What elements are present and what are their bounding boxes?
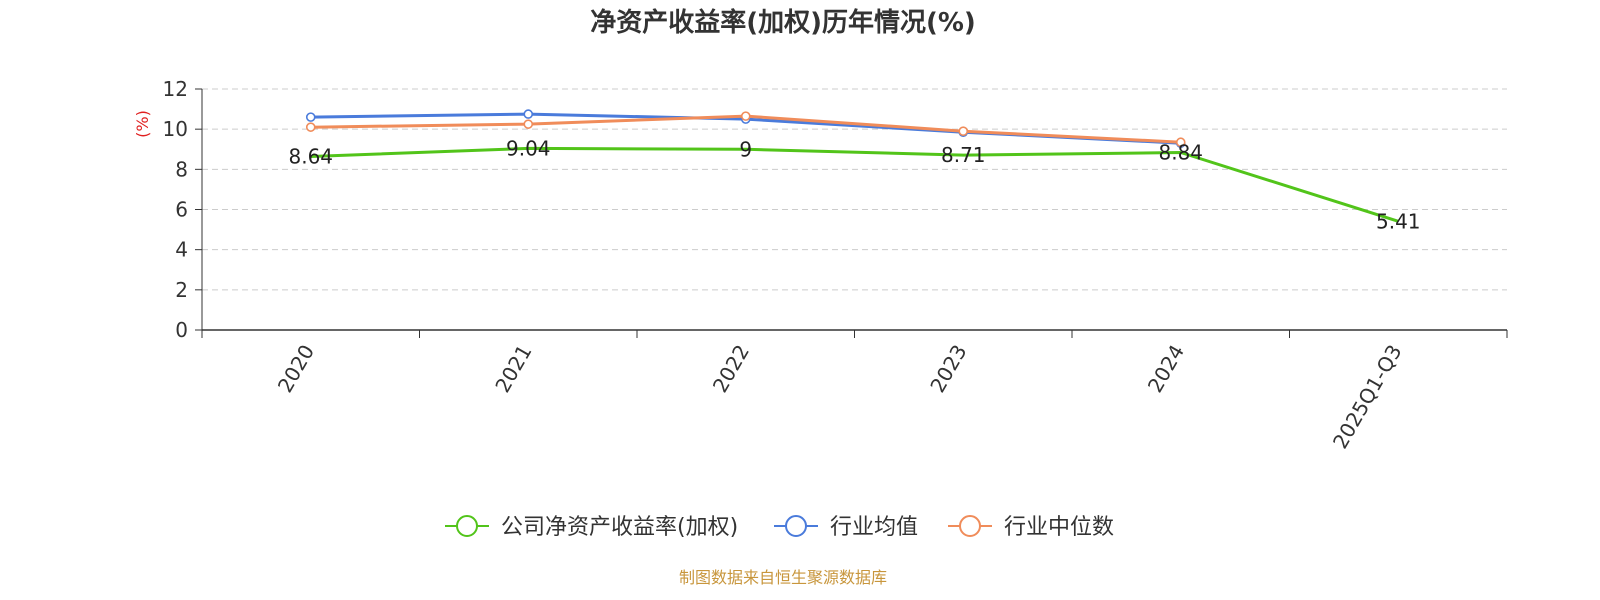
series-lines <box>305 109 1399 223</box>
x-tick-label: 2021 <box>490 341 536 397</box>
x-tick-label: 2024 <box>1143 341 1189 397</box>
y-tick-label: 6 <box>175 198 188 222</box>
data-point <box>305 112 316 122</box>
x-tick-label: 2023 <box>925 341 971 397</box>
axes: 0 2 4 6 8 10 12 2020 2021 2022 2023 2024 2025Q1-Q3 <box>163 77 1508 453</box>
series-line <box>310 146 1399 223</box>
legend-marker <box>456 515 478 537</box>
y-tick-label: 10 <box>163 117 188 141</box>
legend-item: 行业均值 <box>774 515 918 540</box>
y-tick-label: 12 <box>163 77 188 101</box>
data-point <box>740 111 751 121</box>
legend-label: 公司净资产收益率(加权) <box>501 515 738 540</box>
legend-marker <box>959 515 981 537</box>
x-tick-label: 2020 <box>273 341 319 397</box>
legend: 公司净资产收益率(加权) 行业均值 行业中位数 <box>445 515 1114 540</box>
y-tick-label: 4 <box>175 238 188 262</box>
y-tick-label: 2 <box>175 278 188 302</box>
x-tick-label: 2022 <box>708 341 754 397</box>
legend-item: 公司净资产收益率(加权) <box>445 515 738 540</box>
data-label: 8.84 <box>1158 140 1203 164</box>
grid-lines <box>202 88 1507 291</box>
data-label: 9.04 <box>506 136 551 160</box>
y-tick-label: 8 <box>175 157 188 181</box>
x-tick-label: 2025Q1-Q3 <box>1328 341 1407 453</box>
y-axis-label: (%) <box>133 110 152 138</box>
legend-label: 行业均值 <box>830 515 918 540</box>
data-label: 8.64 <box>288 144 333 168</box>
data-label: 8.71 <box>941 143 986 167</box>
data-point <box>523 109 534 119</box>
legend-label: 行业中位数 <box>1004 515 1114 540</box>
data-point <box>305 122 316 132</box>
data-label: 9 <box>739 137 752 161</box>
legend-item: 行业中位数 <box>948 515 1114 540</box>
data-point <box>1175 137 1186 148</box>
chart-title: 净资产收益率(加权)历年情况(%) <box>590 7 976 38</box>
legend-marker <box>785 515 807 537</box>
source-note: 制图数据来自恒生聚源数据库 <box>679 568 887 587</box>
data-labels: 8.64 9.04 9 8.71 8.84 5.41 <box>288 136 1420 233</box>
y-tick-label: 0 <box>175 318 188 342</box>
data-label: 5.41 <box>1376 209 1421 233</box>
data-point <box>958 126 969 136</box>
data-point <box>523 119 534 129</box>
